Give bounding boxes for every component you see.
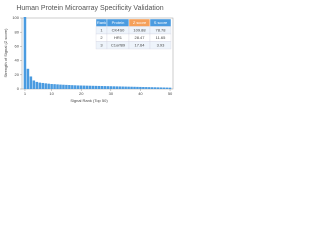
- bar: [88, 85, 92, 89]
- bar: [100, 86, 104, 89]
- bar: [38, 82, 42, 89]
- bar: [32, 80, 36, 89]
- bar: [139, 86, 142, 89]
- bar: [35, 81, 39, 89]
- bar: [133, 86, 136, 89]
- x-tick-label: 20: [79, 91, 84, 96]
- bar: [82, 85, 86, 89]
- bar: [115, 86, 119, 89]
- bar: [62, 84, 65, 89]
- bar: [59, 84, 62, 89]
- bar: [44, 83, 47, 89]
- bar: [103, 86, 107, 89]
- table-cell-text: 17.64: [134, 42, 145, 47]
- bar: [162, 87, 166, 89]
- bar: [153, 87, 157, 89]
- chart-title: Human Protein Microarray Specificity Val…: [16, 5, 163, 12]
- bar: [156, 87, 160, 89]
- y-tick-label: 40: [15, 58, 20, 63]
- bar: [29, 76, 33, 89]
- bar: [41, 82, 44, 89]
- bar: [168, 87, 172, 89]
- table-cell-text: 2: [100, 35, 103, 40]
- bar: [76, 85, 80, 89]
- bar: [79, 85, 83, 89]
- table-cell-text: HR1: [114, 35, 123, 40]
- bar: [165, 87, 169, 89]
- bar: [56, 84, 59, 89]
- bar: [68, 85, 71, 89]
- bar: [85, 85, 89, 89]
- bar: [145, 87, 148, 89]
- table-cell-text: C1orf89: [111, 42, 126, 47]
- y-tick-label: 0: [17, 86, 20, 91]
- bar: [109, 86, 113, 89]
- y-tick-label: 100: [12, 15, 19, 20]
- x-tick-label: 50: [168, 91, 173, 96]
- table-cell-text: 3: [100, 42, 103, 47]
- table-cell-text: CK4S0: [112, 27, 125, 32]
- bar: [106, 86, 110, 89]
- table-header: S score: [154, 20, 168, 25]
- table-header: Rank: [97, 20, 106, 25]
- x-tick-label: 1: [24, 91, 27, 96]
- y-tick-label: 80: [15, 29, 20, 34]
- bar: [112, 86, 116, 89]
- table-cell-text: 1: [100, 27, 103, 32]
- bar: [142, 87, 145, 89]
- bar: [23, 17, 27, 89]
- table-cell-text: 78.78: [155, 27, 166, 32]
- y-tick-label: 60: [15, 43, 20, 48]
- plot-frame: [21, 17, 174, 90]
- bar: [97, 85, 101, 89]
- y-tick-label: 20: [15, 72, 20, 77]
- x-tick-label: 40: [138, 91, 143, 96]
- bar: [121, 86, 124, 89]
- bar: [26, 68, 30, 89]
- bar: [124, 86, 127, 89]
- table-header: Z score: [133, 20, 147, 25]
- table-cell-text: 3.93: [157, 42, 166, 47]
- bar: [50, 84, 53, 89]
- bar: [74, 85, 77, 89]
- table-cell-text: 109.88: [133, 27, 146, 32]
- bar: [148, 87, 151, 89]
- bar: [91, 85, 95, 89]
- table-header: Protein: [112, 20, 125, 25]
- bar: [94, 85, 98, 89]
- bar: [71, 85, 74, 89]
- bar: [118, 86, 121, 89]
- bar: [127, 86, 130, 89]
- chart: Human Protein Microarray Specificity Val…: [3, 5, 174, 103]
- x-tick-label: 30: [109, 91, 114, 96]
- bar: [151, 87, 154, 89]
- bar: [130, 86, 133, 89]
- bar: [53, 84, 56, 89]
- table-cell-text: 28.47: [134, 35, 145, 40]
- y-axis-label: Strength of Signal (Z score): [3, 28, 8, 78]
- bar: [47, 83, 50, 89]
- bar: [65, 84, 68, 89]
- table-cell-text: 11.65: [156, 35, 166, 40]
- x-tick-label: 10: [49, 91, 54, 96]
- x-axis-label: Signal Rank (Top 50): [70, 98, 108, 103]
- table-cell: [149, 41, 172, 50]
- bar: [159, 87, 163, 89]
- bar: [136, 86, 139, 89]
